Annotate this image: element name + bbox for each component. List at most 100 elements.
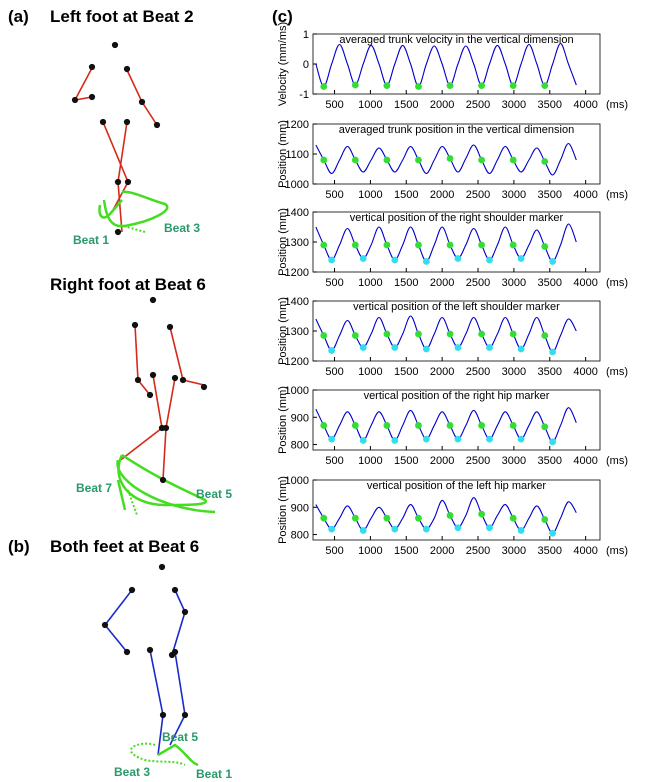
event-marker (478, 331, 485, 338)
x-axis-label: (ms) (606, 277, 628, 289)
x-tick-label: 3500 (538, 366, 562, 378)
event-marker (384, 157, 391, 164)
event-marker (486, 436, 493, 443)
y-tick-label: 1200 (285, 356, 309, 368)
y-tick-label: -1 (299, 89, 309, 101)
x-tick-label: 500 (325, 99, 343, 111)
event-marker (352, 515, 359, 522)
y-tick-label: 1000 (285, 385, 309, 397)
x-tick-label: 4000 (573, 545, 597, 557)
x-tick-label: 2000 (430, 366, 454, 378)
x-tick-label: 3000 (502, 545, 526, 557)
event-marker (352, 242, 359, 249)
event-marker (455, 255, 462, 262)
event-marker (447, 242, 454, 249)
event-marker (360, 437, 367, 444)
x-tick-label: 500 (325, 189, 343, 201)
y-tick-label: 1400 (285, 296, 309, 308)
event-marker (415, 242, 422, 249)
x-tick-label: 1500 (394, 545, 418, 557)
data-line (316, 44, 576, 87)
event-marker (384, 242, 391, 249)
event-marker (447, 422, 454, 429)
chart-title: averaged trunk position in the vertical … (339, 124, 574, 136)
y-tick-label: 1300 (285, 326, 309, 338)
x-tick-label: 2500 (466, 99, 490, 111)
event-marker (510, 331, 517, 338)
x-tick-label: 2500 (466, 455, 490, 467)
joints (132, 297, 206, 482)
event-marker (320, 157, 327, 164)
panel-title: Both feet at Beat 6 (50, 537, 199, 556)
event-marker (384, 82, 391, 89)
event-marker (541, 516, 548, 523)
event-marker (352, 157, 359, 164)
x-tick-label: 4000 (573, 277, 597, 289)
x-tick-label: 500 (325, 366, 343, 378)
event-marker (510, 242, 517, 249)
x-tick-label: 2000 (430, 99, 454, 111)
x-axis-label: (ms) (606, 189, 628, 201)
beat-label: Beat 3 (164, 221, 200, 235)
event-marker (328, 257, 335, 264)
event-marker (320, 83, 327, 90)
x-tick-label: 2500 (466, 277, 490, 289)
event-marker (391, 344, 398, 351)
x-tick-label: 1000 (358, 366, 382, 378)
x-tick-label: 1500 (394, 189, 418, 201)
event-marker (415, 515, 422, 522)
event-marker (384, 422, 391, 429)
event-marker (423, 258, 430, 265)
event-marker (423, 526, 430, 533)
x-tick-label: 4000 (573, 189, 597, 201)
x-tick-label: 1000 (358, 99, 382, 111)
y-tick-label: 1200 (285, 119, 309, 131)
event-marker (352, 82, 359, 89)
y-tick-label: 1300 (285, 237, 309, 249)
event-marker (391, 437, 398, 444)
beat-label: Beat 5 (196, 487, 232, 501)
event-marker (455, 436, 462, 443)
event-marker (510, 422, 517, 429)
event-marker (320, 422, 327, 429)
event-marker (455, 524, 462, 531)
chart-title: vertical position of the right hip marke… (364, 390, 550, 402)
y-tick-label: 1100 (285, 149, 309, 161)
x-tick-label: 1500 (394, 277, 418, 289)
x-tick-label: 2500 (466, 366, 490, 378)
event-marker (360, 344, 367, 351)
x-tick-label: 500 (325, 545, 343, 557)
event-marker (415, 157, 422, 164)
joints (102, 564, 187, 717)
event-marker (328, 347, 335, 354)
event-marker (541, 158, 548, 165)
y-tick-label: 1400 (285, 207, 309, 219)
panel-title: Left foot at Beat 2 (50, 7, 194, 26)
event-marker (391, 257, 398, 264)
x-tick-label: 500 (325, 277, 343, 289)
x-tick-label: 3500 (538, 189, 562, 201)
x-tick-label: 1000 (358, 545, 382, 557)
beat-label: Beat 5 (162, 730, 198, 744)
event-marker (549, 349, 556, 356)
y-tick-label: 1000 (285, 179, 309, 191)
event-marker (518, 255, 525, 262)
event-marker (518, 436, 525, 443)
event-marker (360, 255, 367, 262)
event-marker (478, 422, 485, 429)
x-tick-label: 4000 (573, 99, 597, 111)
event-marker (384, 331, 391, 338)
event-marker (518, 346, 525, 353)
event-marker (352, 332, 359, 339)
x-tick-label: 3000 (502, 455, 526, 467)
y-tick-label: 0 (303, 59, 309, 71)
x-tick-label: 4000 (573, 455, 597, 467)
x-tick-label: 1500 (394, 455, 418, 467)
x-tick-label: 1000 (358, 455, 382, 467)
event-marker (328, 526, 335, 533)
y-axis-label: Velocity (mm/ms) (277, 22, 289, 106)
event-marker (384, 515, 391, 522)
x-tick-label: 1000 (358, 277, 382, 289)
event-marker (478, 82, 485, 89)
x-tick-label: 1500 (394, 366, 418, 378)
